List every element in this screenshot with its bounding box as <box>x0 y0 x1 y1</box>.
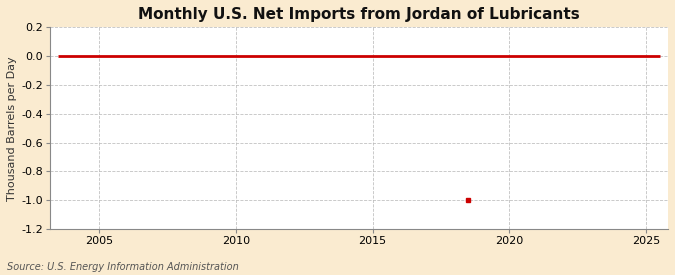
Title: Monthly U.S. Net Imports from Jordan of Lubricants: Monthly U.S. Net Imports from Jordan of … <box>138 7 580 22</box>
Y-axis label: Thousand Barrels per Day: Thousand Barrels per Day <box>7 56 17 200</box>
Text: Source: U.S. Energy Information Administration: Source: U.S. Energy Information Administ… <box>7 262 238 272</box>
